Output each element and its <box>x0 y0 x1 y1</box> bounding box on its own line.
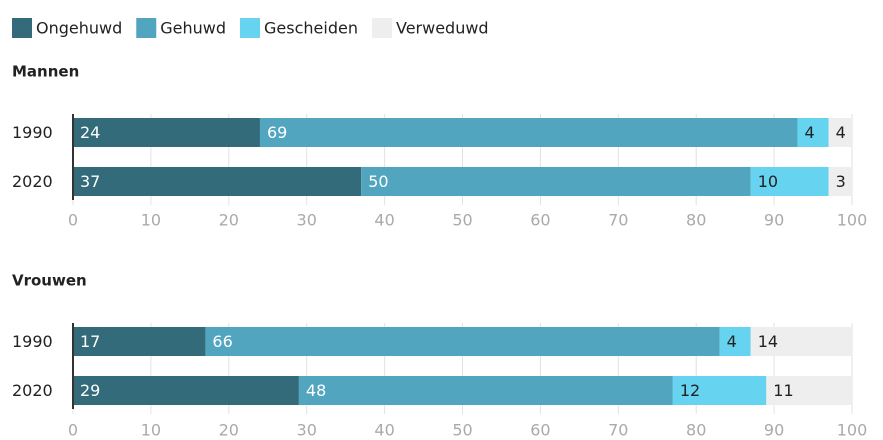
legend-swatch <box>240 18 261 38</box>
bar-segment <box>719 327 751 356</box>
data-label: 66 <box>212 332 232 351</box>
data-label: 50 <box>368 172 388 191</box>
x-tick-label: 10 <box>141 421 161 440</box>
data-label: 69 <box>267 123 287 142</box>
x-tick-label: 70 <box>608 211 628 230</box>
bar-segment <box>73 118 260 147</box>
data-label: 29 <box>80 381 100 400</box>
y-tick-label: 2020 <box>12 172 53 191</box>
x-tick-label: 80 <box>686 421 706 440</box>
data-label: 4 <box>804 123 814 142</box>
chart-title: Vrouwen <box>12 272 87 290</box>
bar-segment <box>73 376 299 405</box>
bar-segment <box>828 167 852 196</box>
bar-segment <box>797 118 829 147</box>
bar-segment <box>750 167 829 196</box>
data-label: 4 <box>836 123 846 142</box>
legend-swatch <box>12 18 32 38</box>
bar-segment <box>766 376 852 405</box>
y-tick-label: 1990 <box>12 332 53 351</box>
data-label: 24 <box>80 123 100 142</box>
data-label: 10 <box>758 172 778 191</box>
x-tick-label: 40 <box>374 211 394 230</box>
x-tick-label: 60 <box>530 211 550 230</box>
x-tick-label: 0 <box>68 211 78 230</box>
x-tick-label: 50 <box>452 211 472 230</box>
x-tick-label: 10 <box>141 211 161 230</box>
x-tick-label: 20 <box>219 211 239 230</box>
data-label: 37 <box>80 172 100 191</box>
data-label: 3 <box>836 172 846 191</box>
bar-segment <box>361 167 751 196</box>
bar-segment <box>205 327 720 356</box>
y-tick-label: 2020 <box>12 381 53 400</box>
bar-segment <box>828 118 852 147</box>
x-tick-label: 100 <box>837 421 868 440</box>
data-label: 48 <box>306 381 326 400</box>
x-tick-label: 30 <box>297 211 317 230</box>
legend-label: Verweduwd <box>396 19 489 38</box>
bar-segment <box>672 376 767 405</box>
x-tick-label: 20 <box>219 421 239 440</box>
x-tick-label: 90 <box>764 211 784 230</box>
data-label: 17 <box>80 332 100 351</box>
x-tick-label: 50 <box>452 421 472 440</box>
legend-label: Ongehuwd <box>36 19 122 38</box>
bar-segment <box>750 327 852 356</box>
x-tick-label: 40 <box>374 421 394 440</box>
data-label: 12 <box>680 381 700 400</box>
bar-segment <box>298 376 673 405</box>
x-tick-label: 70 <box>608 421 628 440</box>
x-tick-label: 0 <box>68 421 78 440</box>
x-tick-label: 30 <box>297 421 317 440</box>
bar-segment <box>73 327 206 356</box>
chart-title: Mannen <box>12 63 79 81</box>
x-tick-label: 90 <box>764 421 784 440</box>
x-tick-label: 100 <box>837 211 868 230</box>
legend-swatch <box>371 18 392 38</box>
x-tick-label: 60 <box>530 421 550 440</box>
data-label: 4 <box>727 332 737 351</box>
legend-label: Gehuwd <box>160 19 226 38</box>
data-label: 14 <box>758 332 778 351</box>
y-tick-label: 1990 <box>12 123 53 142</box>
data-label: 11 <box>773 381 793 400</box>
bar-segment <box>73 167 362 196</box>
legend-label: Gescheiden <box>264 19 358 38</box>
legend-swatch <box>136 18 157 38</box>
x-tick-label: 80 <box>686 211 706 230</box>
bar-segment <box>259 118 798 147</box>
